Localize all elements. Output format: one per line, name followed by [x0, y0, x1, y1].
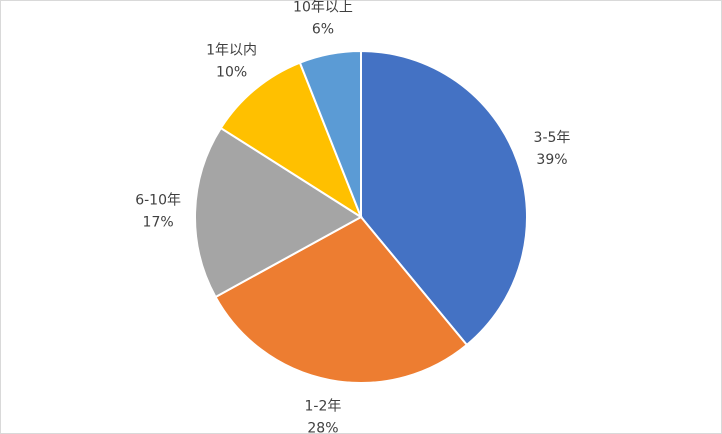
value-label: 10%: [216, 65, 247, 81]
pie-slice: [214, 215, 469, 384]
category-label: 10年以上: [293, 0, 353, 16]
category-label: 1年以内: [206, 43, 257, 59]
pie-slice: [219, 61, 364, 220]
value-label: 17%: [143, 215, 174, 231]
pie-slice: [360, 49, 528, 347]
value-label: 6%: [312, 22, 334, 38]
pie-slice: [298, 49, 362, 218]
pie-slice: [194, 126, 363, 299]
category-label: 6-10年: [135, 193, 181, 209]
category-label: 1-2年: [305, 398, 342, 414]
category-label: 3-5年: [534, 130, 571, 146]
value-label: 39%: [536, 152, 567, 168]
value-label: 28%: [307, 420, 338, 434]
